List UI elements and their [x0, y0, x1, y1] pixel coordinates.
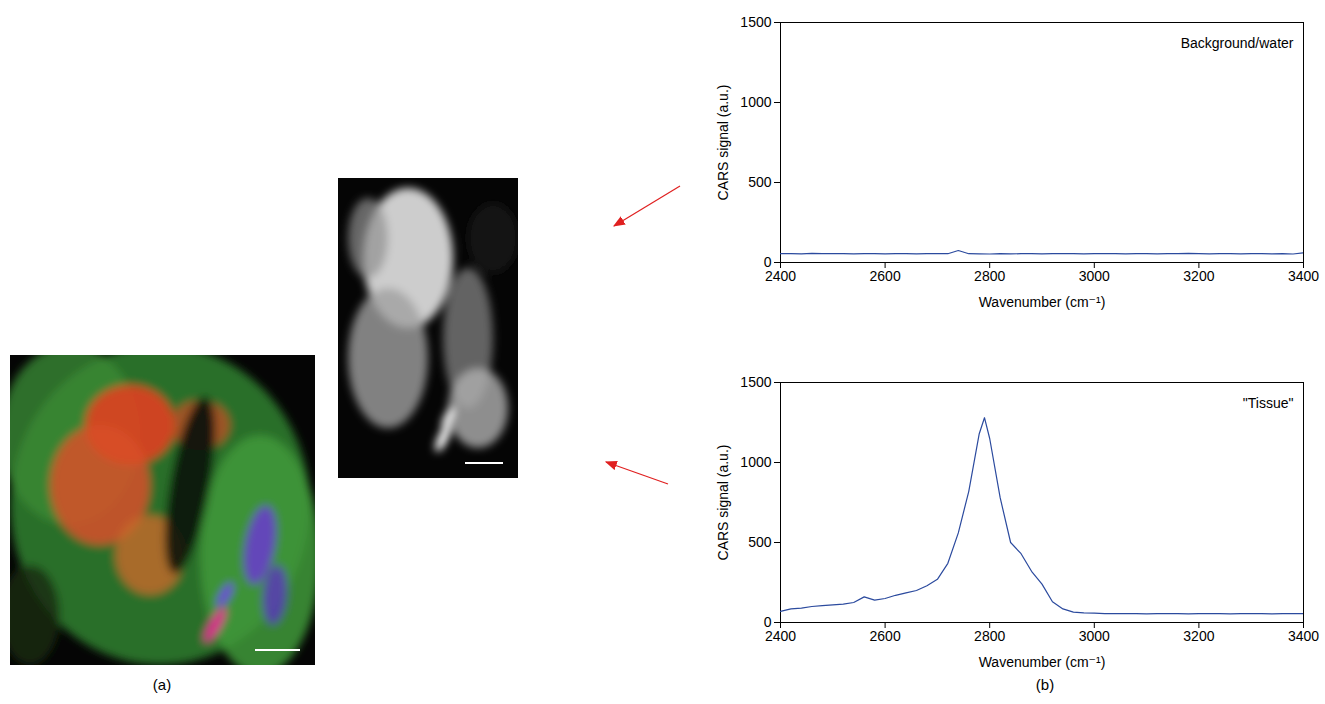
svg-text:2600: 2600	[870, 628, 901, 644]
svg-text:3400: 3400	[1288, 628, 1319, 644]
svg-text:0: 0	[763, 614, 772, 630]
svg-text:"Tissue": "Tissue"	[1243, 395, 1294, 411]
svg-text:3400: 3400	[1288, 268, 1319, 284]
svg-text:Wavenumber (cm⁻¹): Wavenumber (cm⁻¹)	[979, 654, 1106, 670]
svg-text:3000: 3000	[1079, 268, 1110, 284]
svg-text:1000: 1000	[740, 454, 771, 470]
svg-text:Background/water: Background/water	[1181, 35, 1294, 51]
svg-text:3200: 3200	[1183, 628, 1214, 644]
svg-text:3200: 3200	[1183, 268, 1214, 284]
svg-text:2600: 2600	[870, 268, 901, 284]
svg-text:Wavenumber (cm⁻¹): Wavenumber (cm⁻¹)	[979, 294, 1106, 310]
svg-text:2800: 2800	[974, 628, 1005, 644]
svg-text:1000: 1000	[740, 94, 771, 110]
svg-text:2800: 2800	[974, 268, 1005, 284]
svg-text:2400: 2400	[765, 628, 796, 644]
svg-text:CARS signal (a.u.): CARS signal (a.u.)	[715, 85, 731, 201]
html-text:(a): (a)	[152, 676, 172, 693]
svg-text:500: 500	[748, 174, 772, 190]
svg-text:500: 500	[748, 534, 772, 550]
svg-text:1500: 1500	[740, 374, 771, 390]
html-text:(b): (b)	[1035, 676, 1055, 693]
svg-text:1500: 1500	[740, 14, 771, 30]
svg-text:CARS signal (a.u.): CARS signal (a.u.)	[715, 445, 731, 561]
svg-text:2400: 2400	[765, 268, 796, 284]
svg-text:0: 0	[763, 254, 772, 270]
svg-text:3000: 3000	[1079, 628, 1110, 644]
